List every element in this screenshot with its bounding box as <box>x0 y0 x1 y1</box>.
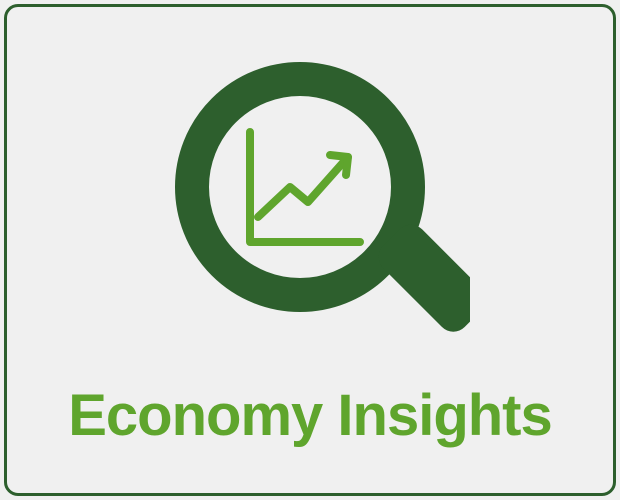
magnifier-chart-icon <box>150 52 470 372</box>
card-title: Economy Insights <box>68 382 552 449</box>
economy-insights-card: Economy Insights <box>4 4 616 496</box>
